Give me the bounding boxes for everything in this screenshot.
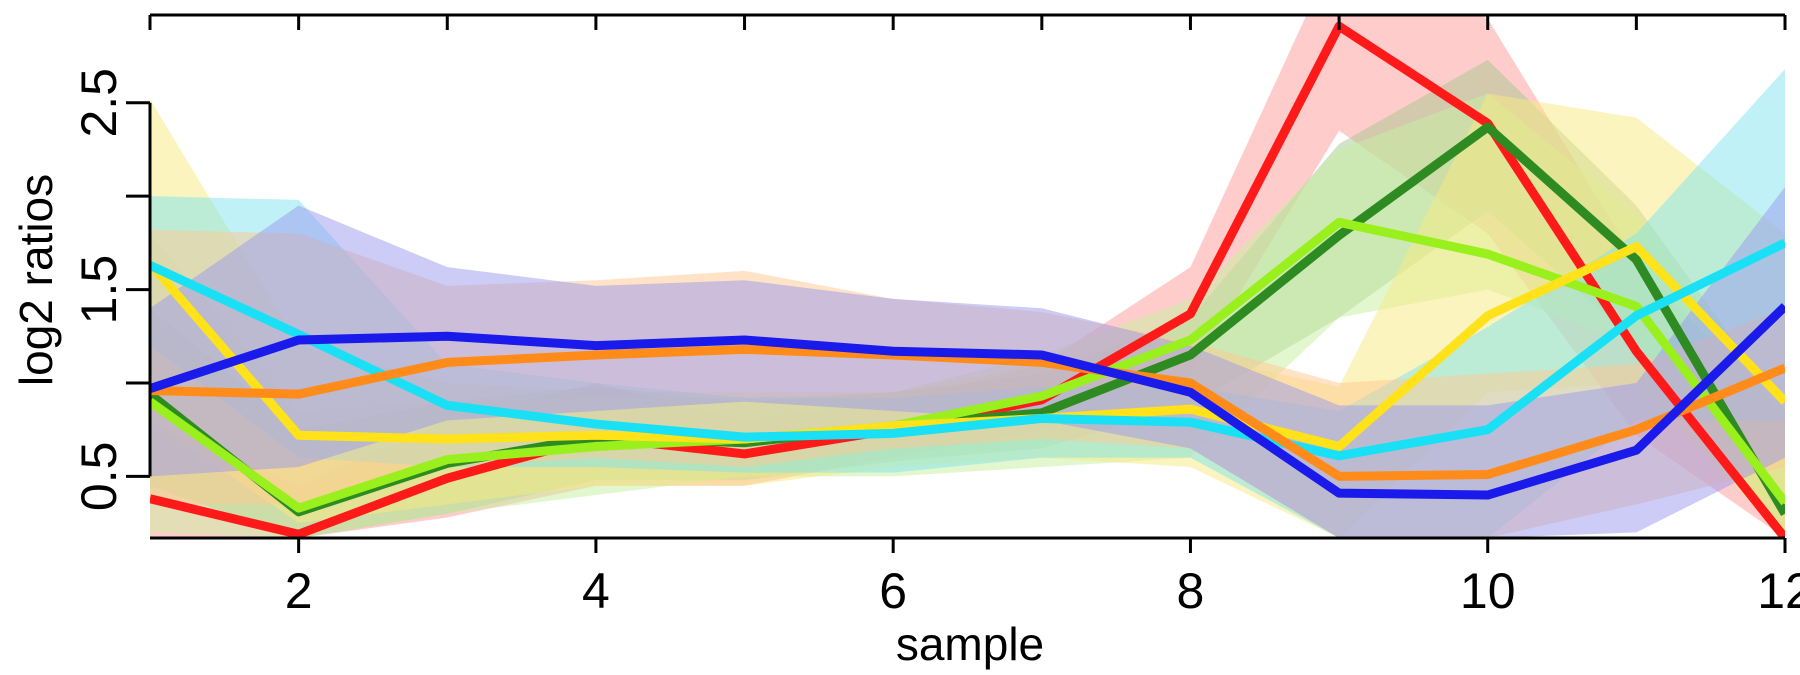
series-lines: [150, 21, 1785, 538]
x-tick-label: 12: [1757, 563, 1800, 619]
y-tick-label: 1.5: [71, 255, 127, 325]
x-tick-label: 6: [879, 563, 907, 619]
y-axis-title: log2 ratios: [10, 174, 62, 386]
series-line-7: [150, 303, 1785, 500]
x-tick-label: 8: [1177, 563, 1205, 619]
series-line-6: [150, 344, 1785, 481]
x-tick-label: 4: [582, 563, 610, 619]
axes: 2 4 6 8 10 12 0.5 1.5 2.5: [71, 13, 1800, 619]
x-tick-label: 10: [1460, 563, 1516, 619]
y-tick-label: 2.5: [71, 68, 127, 138]
x-tick-label: 2: [285, 563, 313, 619]
series-line-5: [150, 238, 1785, 461]
y-tick-label: 0.5: [71, 442, 127, 512]
series-line-3: [150, 217, 1785, 513]
x-axis-title: sample: [896, 618, 1044, 670]
